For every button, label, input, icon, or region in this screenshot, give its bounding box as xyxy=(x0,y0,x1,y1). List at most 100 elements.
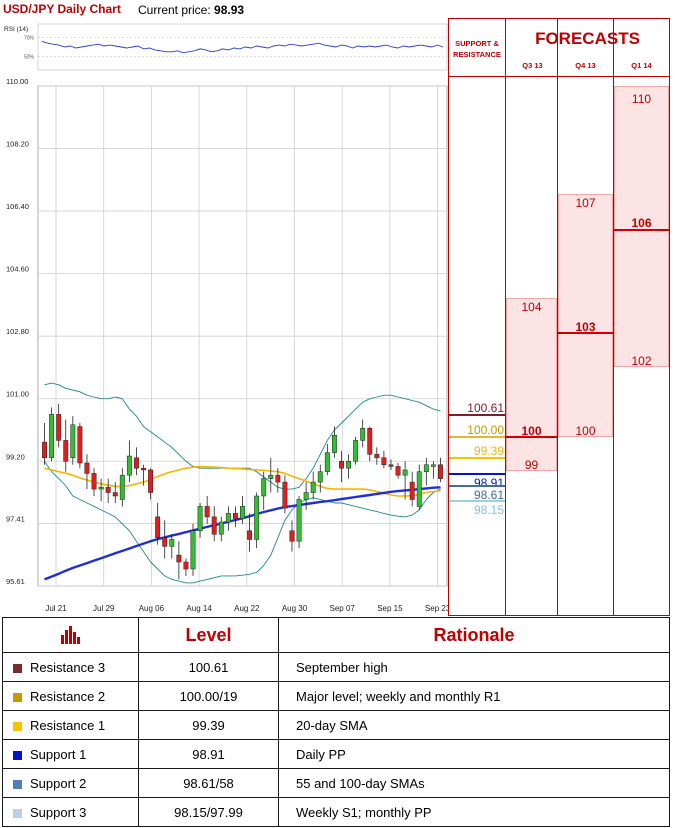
candle-body xyxy=(254,495,260,540)
level-column-header: Level xyxy=(138,617,279,653)
level-name: Support 2 xyxy=(30,775,87,791)
level-rationale: 20-day SMA xyxy=(278,710,670,740)
candle-body xyxy=(324,452,330,472)
level-name: Support 1 xyxy=(30,746,87,762)
current-price-label: Current price: xyxy=(138,3,211,17)
rsi-label: RSI (14) xyxy=(4,26,28,33)
candle-body xyxy=(49,414,55,459)
candle-body xyxy=(346,461,351,469)
levels-table: Level Rationale Resistance 3 100.61 Sept… xyxy=(2,617,670,827)
color-swatch xyxy=(13,750,22,760)
resistance-1-line xyxy=(449,457,505,459)
candle-body xyxy=(225,513,231,523)
candle-body xyxy=(339,461,344,469)
level-name: Resistance 1 xyxy=(30,717,106,733)
candle-body xyxy=(218,521,224,535)
y-tick-label: 102.80 xyxy=(6,327,29,336)
y-tick-label: 108.20 xyxy=(6,140,29,149)
candle-body xyxy=(247,530,253,540)
table-row: Resistance 2 100.00/19 Major level; week… xyxy=(2,681,670,711)
y-tick-label: 104.60 xyxy=(6,265,29,274)
candle-body xyxy=(119,474,125,500)
rsi-level-label: 50% xyxy=(24,55,35,61)
level-name: Resistance 3 xyxy=(30,659,106,675)
candle-body xyxy=(204,506,210,518)
candle-body xyxy=(367,428,373,455)
forecast-mid-line-q3 xyxy=(506,436,557,438)
level-name: Support 3 xyxy=(30,804,87,820)
candle-body xyxy=(183,561,189,570)
candle-body xyxy=(190,530,196,570)
column-divider xyxy=(557,19,558,615)
candle-body xyxy=(388,464,394,467)
candle-body xyxy=(232,513,238,519)
level-name: Resistance 2 xyxy=(30,688,106,704)
candle-body xyxy=(70,424,76,459)
forecast-range-q1 xyxy=(614,86,669,367)
y-tick-label: 99.20 xyxy=(6,452,25,461)
forecast-high-q3: 104 xyxy=(521,300,542,314)
level-value: 98.91 xyxy=(138,739,279,769)
level-value: 98.15/97.99 xyxy=(138,797,279,827)
table-row: Support 2 98.61/58 55 and 100-day SMAs xyxy=(2,768,670,798)
candle-body xyxy=(268,474,274,479)
chart-title: USD/JPY Daily Chart xyxy=(3,2,121,16)
y-tick-label: 106.40 xyxy=(6,202,29,211)
table-icon-cell xyxy=(2,617,139,653)
candle-body xyxy=(197,506,203,532)
table-row: Resistance 3 100.61 September high xyxy=(2,652,670,682)
color-swatch xyxy=(13,808,22,818)
candle-body xyxy=(77,426,83,464)
support-1-line xyxy=(449,473,505,475)
header-divider xyxy=(449,76,669,77)
color-swatch xyxy=(13,663,22,673)
candle-body xyxy=(395,466,401,476)
resistance-1-value: 99.39 xyxy=(473,444,504,458)
x-tick-label: Jul 29 xyxy=(93,604,115,613)
chart-header: USD/JPY Daily Chart Current price: 98.93 xyxy=(0,0,448,20)
candle-body xyxy=(63,440,69,462)
x-tick-label: Sep 15 xyxy=(377,604,403,613)
candle-body xyxy=(84,462,90,474)
candle-body xyxy=(402,469,408,476)
support-2-line xyxy=(449,485,505,487)
y-tick-label: 101.00 xyxy=(6,390,29,399)
current-price-value: 98.93 xyxy=(214,3,245,17)
level-value: 98.61/58 xyxy=(138,768,279,798)
support-2-value: 98.61 xyxy=(473,488,504,502)
support-3-value: 98.15 xyxy=(473,503,504,517)
y-tick-label: 95.61 xyxy=(6,577,25,586)
rsi-panel: RSI (14) 70% 50% xyxy=(4,23,448,71)
candle-body xyxy=(331,434,337,453)
rsi-level-label: 70% xyxy=(24,36,35,42)
forecasts-title: FORECASTS xyxy=(535,29,640,48)
candle-body xyxy=(374,454,380,459)
current-price: Current price: 98.93 xyxy=(138,3,244,17)
axis-labels: 110.00 108.20 106.40 104.60 102.80 101.00 99.2… xyxy=(6,77,448,613)
candle-body xyxy=(155,516,161,538)
forecast-mid-line-q1 xyxy=(614,229,669,231)
rsi-frame xyxy=(37,23,448,71)
candle-body xyxy=(134,457,139,469)
chart-grid xyxy=(37,85,448,587)
candle-body xyxy=(381,457,387,465)
level-rationale: Weekly S1; monthly PP xyxy=(278,797,670,827)
candle-body xyxy=(126,455,132,476)
candle-body xyxy=(289,530,295,542)
x-tick-label: Aug 30 xyxy=(282,604,308,613)
candle-body xyxy=(360,428,366,441)
color-swatch xyxy=(13,779,22,789)
candle-body xyxy=(148,469,154,493)
support-resistance-label: SUPPORT & RESISTANCE xyxy=(453,39,501,59)
candle-body xyxy=(162,537,168,547)
candle-body xyxy=(141,467,146,471)
resistance-3-value: 100.61 xyxy=(467,401,504,415)
color-swatch xyxy=(13,721,22,731)
candle-body xyxy=(56,414,62,441)
resistance-2-value: 100.00 xyxy=(467,423,504,437)
x-tick-label: Sep 23 xyxy=(425,604,448,613)
forecast-low-q4: 100 xyxy=(575,424,596,438)
candle-body xyxy=(317,471,323,483)
level-rationale: 55 and 100-day SMAs xyxy=(278,768,670,798)
candle-body xyxy=(169,539,175,547)
